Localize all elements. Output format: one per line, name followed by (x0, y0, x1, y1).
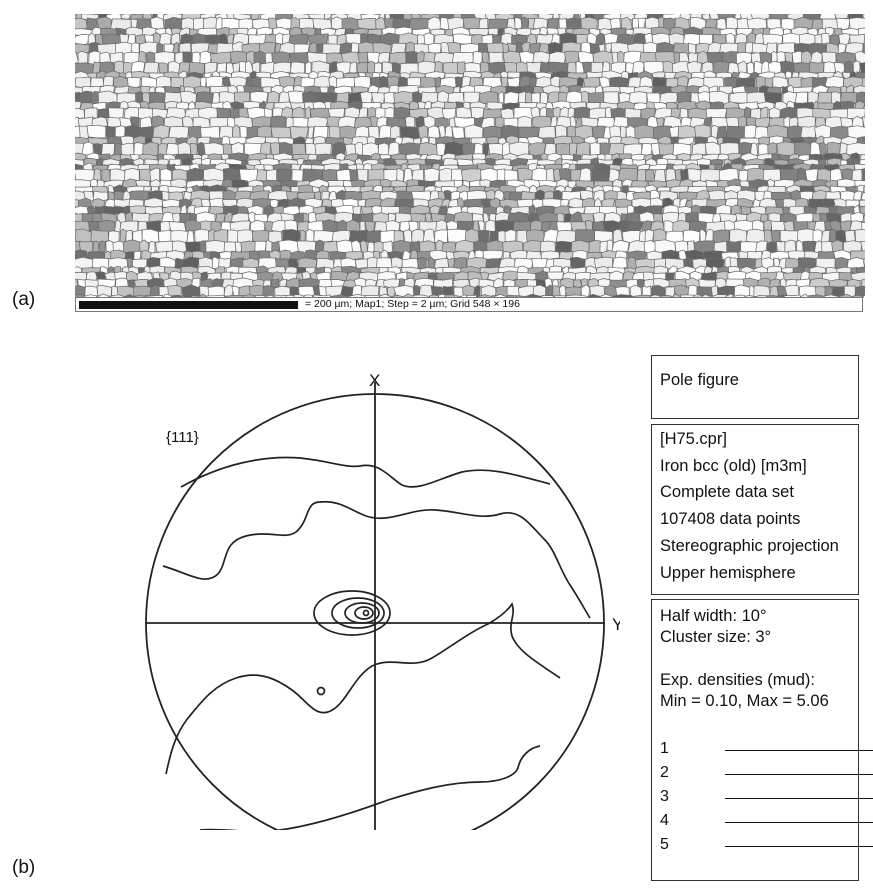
legend-level-3: 3 (660, 788, 669, 805)
contour-top-outer (180, 456, 551, 488)
peak-center-mark (362, 609, 370, 617)
legend-line-4 (725, 822, 873, 823)
peak-contour-4 (354, 606, 374, 620)
plane-family-label: {111} (166, 429, 199, 446)
info-line-file: [H75.cpr] (660, 430, 727, 448)
legend-line-5 (725, 846, 873, 847)
info-line-hemisphere: Upper hemisphere (660, 564, 796, 582)
ebsd-grain-map (75, 14, 865, 298)
title-box: Pole figure (651, 355, 859, 419)
peak-contour-1 (313, 590, 391, 636)
peak-contour-3 (344, 602, 380, 624)
scale-bar-caption: = 200 µm; Map1; Step = 2 µm; Grid 548 × … (305, 298, 520, 310)
title-box-text: Pole figure (660, 371, 739, 389)
legend-level-1: 1 (660, 740, 669, 757)
panel-b-label: (b) (12, 857, 36, 878)
legend-level-5: 5 (660, 836, 669, 853)
cluster-size-text: Cluster size: 3° (660, 628, 772, 646)
legend-line-2 (725, 774, 873, 775)
density-params-box: Half width: 10° Cluster size: 3° Exp. de… (651, 599, 873, 881)
peak-contour-2 (331, 597, 385, 629)
grain-map-image (75, 14, 865, 298)
contour-lower-band (165, 602, 561, 775)
scale-bar (79, 301, 298, 309)
pole-figure-plot: X Y {111} (145, 371, 620, 830)
legend-level-4: 4 (660, 812, 669, 829)
contour-upper-band (162, 500, 591, 619)
small-contour-island (316, 686, 326, 696)
info-line-points: 107408 data points (660, 510, 801, 528)
density-contours (162, 456, 591, 830)
scale-bar-strip: = 200 µm; Map1; Step = 2 µm; Grid 548 × … (75, 297, 863, 312)
y-axis-label: Y (612, 615, 620, 634)
contour-bottom-outer (199, 745, 541, 830)
info-line-projection: Stereographic projection (660, 537, 839, 555)
info-line-phase: Iron bcc (old) [m3m] (660, 457, 807, 475)
half-width-text: Half width: 10° (660, 607, 767, 625)
legend-level-2: 2 (660, 764, 669, 781)
x-axis-label: X (369, 371, 380, 390)
legend-line-1 (725, 750, 873, 751)
exp-densities-text: Exp. densities (mud): (660, 671, 815, 689)
legend-line-3 (725, 798, 873, 799)
min-max-text: Min = 0.10, Max = 5.06 (660, 692, 829, 710)
info-line-dataset: Complete data set (660, 483, 794, 501)
dataset-info-box: [H75.cpr] Iron bcc (old) [m3m] Complete … (651, 424, 859, 595)
panel-a-label: (a) (12, 289, 36, 310)
